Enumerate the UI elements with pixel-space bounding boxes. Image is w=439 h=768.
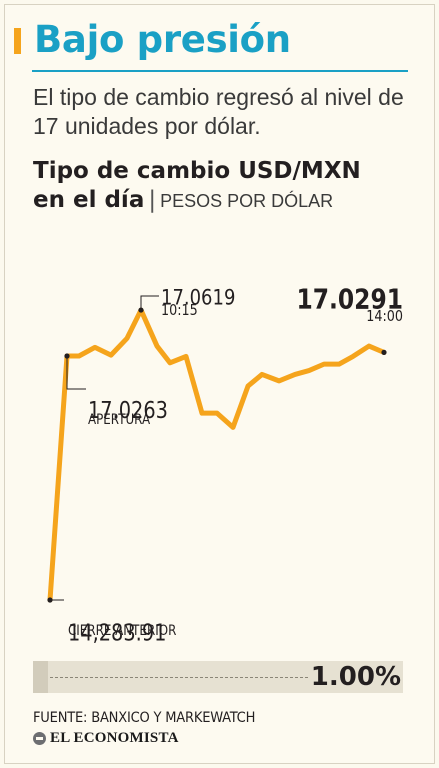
accent-bar [14, 28, 21, 54]
infographic-card [4, 4, 435, 764]
annotation-prev-close-label: CIERRE ANTERIOR [68, 623, 176, 639]
variation-value: 1.00% [310, 662, 401, 692]
series-line [47, 307, 387, 603]
variation-bar-fill [33, 661, 48, 693]
chart-unit: PESOS POR DÓLAR [160, 191, 334, 211]
subtitle: El tipo de cambio regresó al nivel de 17… [33, 84, 404, 139]
annotation-max-value: 17.0619 [161, 285, 235, 310]
chart-title: Tipo de cambio USD/MXN en el día | PESOS P… [33, 157, 361, 216]
variation-dashed-line [50, 677, 308, 678]
chart-title-line2: en el día [33, 187, 145, 213]
leader-open [66, 356, 86, 390]
chart-title-line1: Tipo de cambio USD/MXN [33, 158, 361, 184]
headline-rule [32, 70, 408, 72]
annotation-open-value: 17.0263 [88, 397, 168, 424]
leader-max [140, 295, 159, 311]
annotation-max-time: 10:15 [161, 302, 198, 319]
brand-logo: EL ECONOMISTA [33, 730, 179, 747]
headline: Bajo presión [34, 18, 291, 61]
annotation-last-time: 14:00 [366, 308, 403, 325]
annotation-prev-close-value: 14,283.91 [68, 620, 166, 647]
point-last [381, 349, 387, 355]
annotation-open-label: APERTURA [88, 412, 150, 428]
chart-title-separator: | [148, 187, 157, 213]
source-note: FUENTE: BANXICO Y MARKEWATCH [33, 710, 256, 726]
brand-name: EL ECONOMISTA [50, 730, 179, 746]
brand-icon [33, 732, 46, 745]
annotation-last-value: 17.0291 [296, 283, 403, 315]
